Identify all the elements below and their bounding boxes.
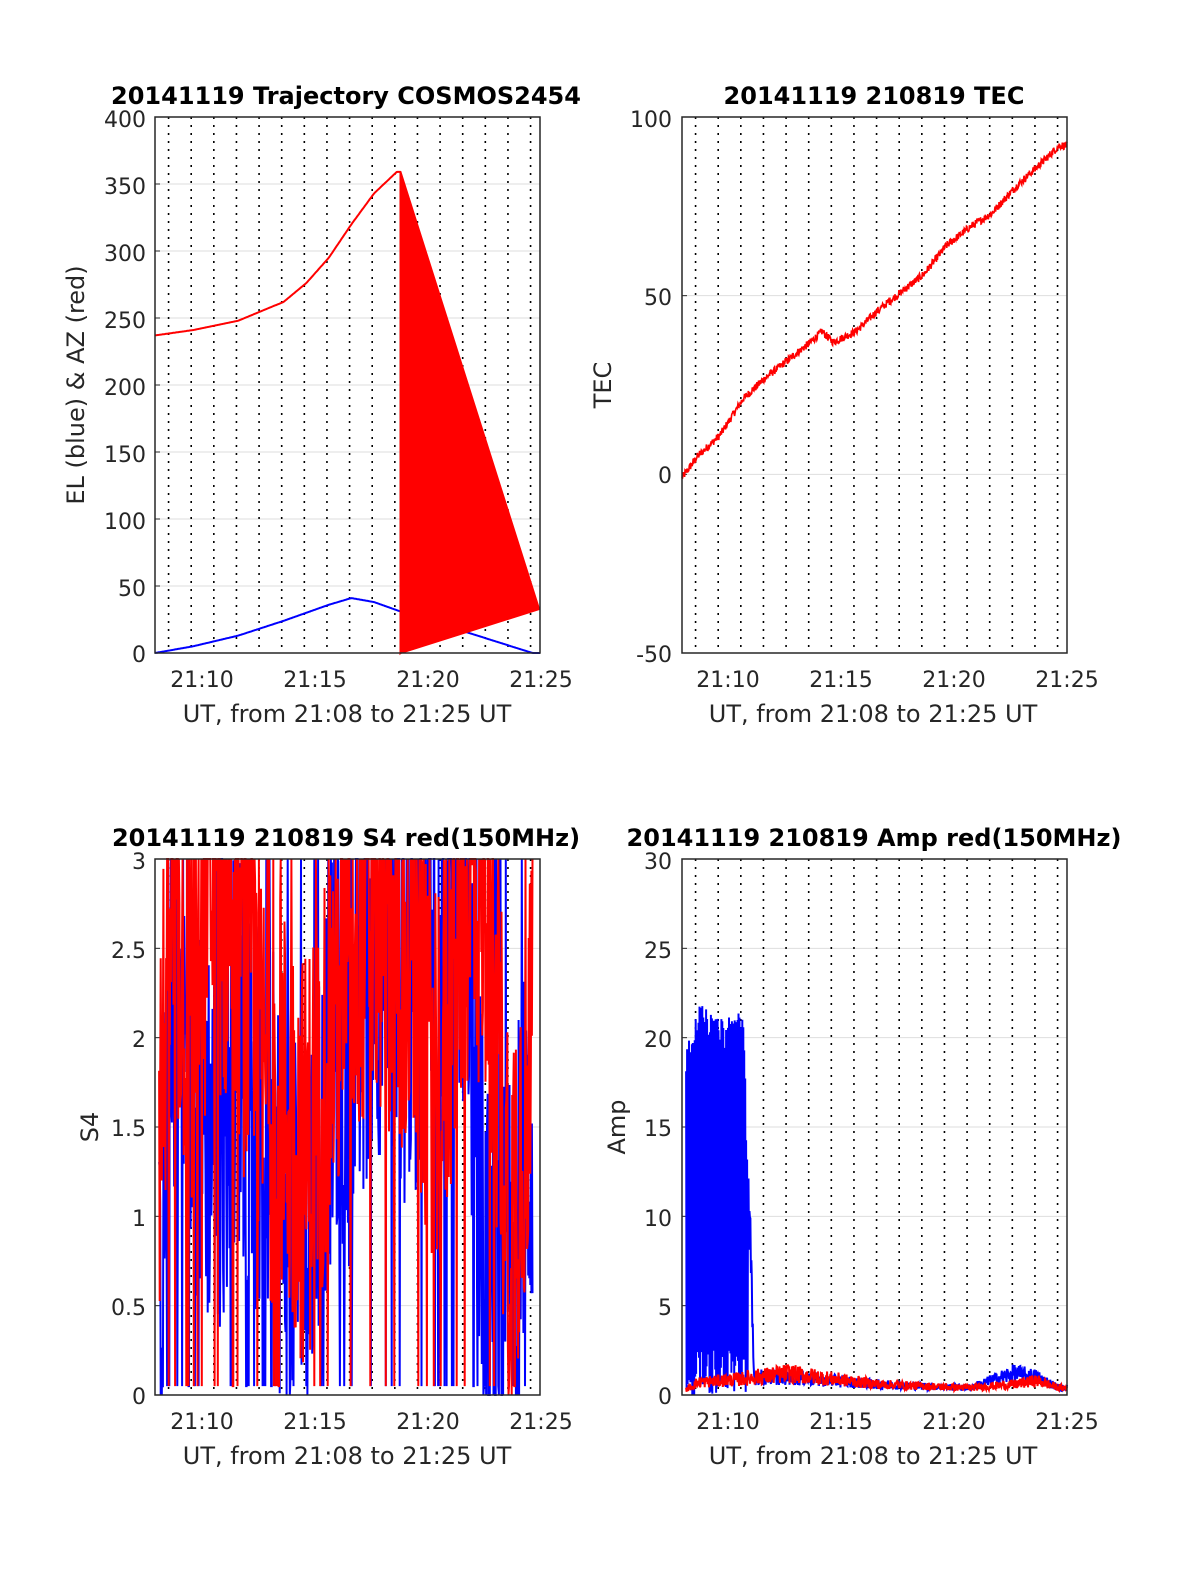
s4-title: 20141119 210819 S4 red(150MHz) bbox=[112, 824, 580, 852]
trajectory-y-axis-label: EL (blue) & AZ (red) bbox=[62, 265, 90, 504]
y-tick-label: 20 bbox=[644, 1028, 672, 1053]
y-tick-label: 10 bbox=[644, 1207, 672, 1232]
amp-y-axis-label: Amp bbox=[603, 1099, 631, 1154]
y-tick-label: 350 bbox=[104, 175, 146, 200]
trajectory-title: 20141119 Trajectory COSMOS2454 bbox=[111, 82, 581, 110]
amp-y-ticks: 0 5 10 15 20 25 30 bbox=[644, 850, 672, 1410]
amp-title: 20141119 210819 Amp red(150MHz) bbox=[627, 824, 1122, 852]
s4-y-axis-label: S4 bbox=[76, 1112, 104, 1143]
x-tick-label: 21:10 bbox=[170, 1410, 233, 1435]
y-tick-label: 3 bbox=[132, 850, 146, 875]
x-tick-label: 21:15 bbox=[809, 1410, 872, 1435]
y-tick-label: 15 bbox=[644, 1117, 672, 1142]
tec-series-line bbox=[681, 141, 1068, 479]
tec-title: 20141119 210819 TEC bbox=[724, 82, 1025, 110]
y-tick-label: 50 bbox=[644, 286, 672, 311]
x-tick-label: 21:20 bbox=[922, 1410, 985, 1435]
axes-frame bbox=[681, 116, 1068, 654]
x-tick-label: 21:15 bbox=[809, 668, 872, 693]
s4-panel: 20141119 210819 S4 red(150MHz) 21:10 21:… bbox=[76, 824, 580, 1470]
amp-x-axis-label: UT, from 21:08 to 21:25 UT bbox=[709, 1442, 1038, 1470]
x-tick-label: 21:20 bbox=[396, 668, 459, 693]
y-tick-label: -50 bbox=[636, 643, 672, 668]
y-tick-label: 250 bbox=[104, 309, 146, 334]
tec-x-axis-label: UT, from 21:08 to 21:25 UT bbox=[709, 700, 1038, 728]
y-tick-label: 2.5 bbox=[111, 939, 146, 964]
y-tick-label: 1.5 bbox=[111, 1117, 146, 1142]
y-tick-label: 1 bbox=[132, 1207, 146, 1232]
s4-x-ticks: 21:10 21:15 21:20 21:25 bbox=[170, 1410, 572, 1435]
axes-frame bbox=[154, 116, 541, 654]
tec-y-ticks: -50 0 50 100 bbox=[630, 108, 672, 668]
s4-y-ticks: 0 0.5 1 1.5 2 2.5 3 bbox=[111, 850, 146, 1410]
amp-panel: 20141119 210819 Amp red(150MHz) 21:10 21… bbox=[603, 824, 1121, 1470]
x-tick-label: 21:25 bbox=[509, 1410, 572, 1435]
axes-frame bbox=[154, 858, 541, 1396]
x-tick-label: 21:15 bbox=[283, 1410, 346, 1435]
y-tick-label: 0 bbox=[132, 1385, 146, 1410]
y-tick-label: 2 bbox=[132, 1028, 146, 1053]
x-tick-label: 21:15 bbox=[283, 668, 346, 693]
y-tick-label: 5 bbox=[658, 1296, 672, 1321]
y-tick-label: 0 bbox=[658, 1385, 672, 1410]
trajectory-x-ticks: 21:10 21:15 21:20 21:25 bbox=[170, 668, 572, 693]
tec-x-ticks: 21:10 21:15 21:20 21:25 bbox=[696, 668, 1098, 693]
s4-x-axis-label: UT, from 21:08 to 21:25 UT bbox=[183, 1442, 512, 1470]
trajectory-panel: 20141119 Trajectory COSMOS2454 21:10 21:… bbox=[62, 82, 581, 728]
x-tick-label: 21:25 bbox=[509, 668, 572, 693]
x-tick-label: 21:20 bbox=[396, 1410, 459, 1435]
y-tick-label: 100 bbox=[104, 510, 146, 535]
trajectory-x-axis-label: UT, from 21:08 to 21:25 UT bbox=[183, 700, 512, 728]
tec-panel: 20141119 210819 TEC 21:10 21:15 21:20 21… bbox=[589, 82, 1099, 728]
y-tick-label: 400 bbox=[104, 108, 146, 133]
x-tick-label: 21:25 bbox=[1035, 668, 1098, 693]
el-series-line bbox=[154, 597, 540, 654]
y-tick-label: 30 bbox=[644, 850, 672, 875]
axes-frame bbox=[681, 858, 1068, 1396]
amp-x-ticks: 21:10 21:15 21:20 21:25 bbox=[696, 1410, 1098, 1435]
y-tick-label: 25 bbox=[644, 939, 672, 964]
y-tick-label: 0 bbox=[658, 464, 672, 489]
x-tick-label: 21:10 bbox=[696, 1410, 759, 1435]
y-tick-label: 100 bbox=[630, 108, 672, 133]
y-tick-label: 0.5 bbox=[111, 1296, 146, 1321]
x-tick-label: 21:10 bbox=[696, 668, 759, 693]
x-tick-label: 21:20 bbox=[922, 668, 985, 693]
y-tick-label: 150 bbox=[104, 443, 146, 468]
y-tick-label: 0 bbox=[132, 643, 146, 668]
tec-y-axis-label: TEC bbox=[589, 362, 617, 410]
x-tick-label: 21:25 bbox=[1035, 1410, 1098, 1435]
y-tick-label: 50 bbox=[118, 577, 146, 602]
trajectory-y-ticks: 0 50 100 150 200 250 300 350 400 bbox=[104, 108, 146, 668]
x-tick-label: 21:10 bbox=[170, 668, 233, 693]
y-tick-label: 200 bbox=[104, 376, 146, 401]
amp-red-series-line bbox=[685, 1363, 1068, 1394]
y-tick-label: 300 bbox=[104, 242, 146, 267]
